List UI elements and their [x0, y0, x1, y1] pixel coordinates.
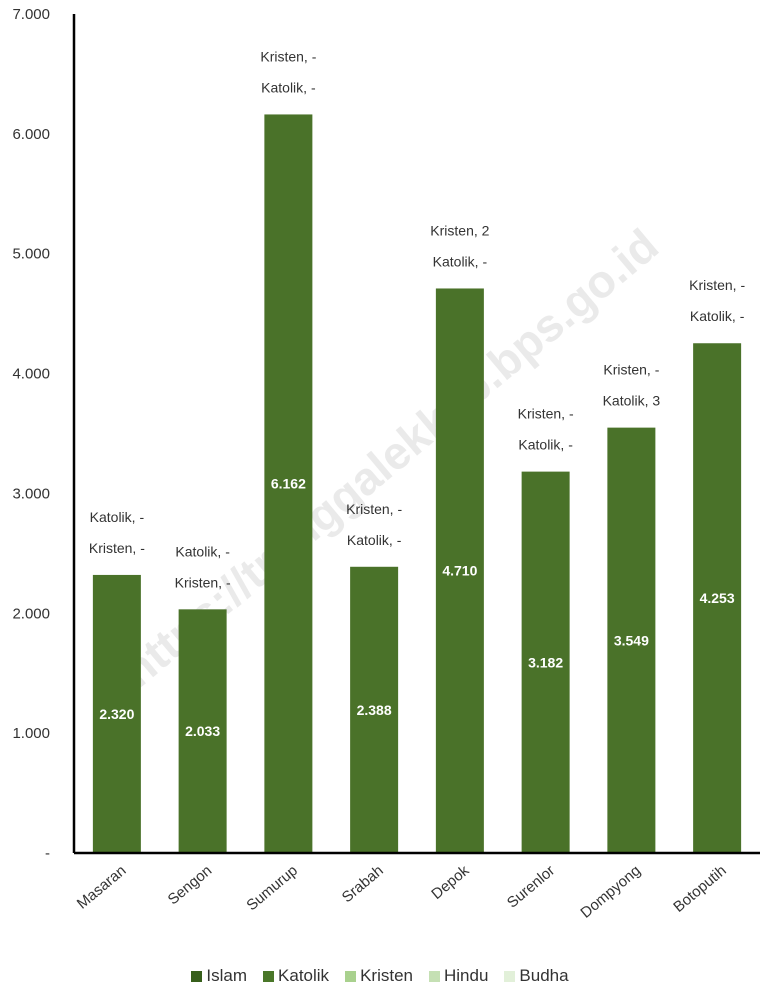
value-label: 4.253 [700, 590, 735, 606]
annotation-label: Katolik, - [90, 509, 145, 525]
x-category-label: Sumurup [243, 862, 301, 914]
y-tick-label: 1.000 [12, 725, 50, 742]
bar-srabah [350, 566, 399, 853]
bar-chart: https://trenggalekkab.bps.go.id -1.0002.… [12, 6, 760, 922]
legend-label: Kristen [360, 966, 413, 985]
bar-depok [435, 288, 484, 853]
y-tick-label: 4.000 [12, 366, 50, 383]
x-category-label: Botoputih [670, 862, 729, 916]
y-tick-label: 7.000 [12, 6, 50, 23]
annotation-label: Kristen, - [260, 48, 316, 64]
value-label: 2.320 [99, 706, 134, 722]
legend-swatch [191, 970, 203, 982]
x-category-label: Surenlor [504, 862, 558, 911]
legend-swatch [504, 970, 516, 982]
y-axis-ticks: - 1.000 2.000 3.000 4.000 5.000 6.000 7.000 [12, 6, 50, 862]
y-tick-label: 2.000 [12, 605, 50, 622]
legend: Islam Katolik Kristen Hindu Budha [0, 964, 760, 988]
annotation-label: Kristen, - [689, 277, 745, 293]
annotation-label: Katolik, - [347, 532, 402, 548]
bars [92, 114, 742, 853]
annotation-label: Kristen, - [518, 406, 574, 422]
annotation-label: Kristen, - [603, 362, 659, 378]
axes [72, 14, 760, 855]
bar-sumurup [264, 114, 313, 853]
value-label: 3.182 [528, 654, 563, 670]
bar-dompyong [607, 427, 656, 853]
annotation-label: Katolik, - [261, 79, 316, 95]
value-label: 6.162 [271, 476, 306, 492]
legend-swatch [345, 970, 357, 982]
legend-label: Budha [519, 966, 569, 985]
legend-item-islam: Islam [191, 966, 247, 986]
y-tick-label: - [45, 845, 50, 862]
annotation-label: Kristen, - [89, 540, 145, 556]
x-category-label: Masaran [74, 862, 130, 913]
bar-sengon [178, 609, 227, 853]
legend-item-budha: Budha [504, 966, 569, 986]
annotation-label: Katolik, 3 [603, 393, 661, 409]
annotation-label: Katolik, - [690, 308, 745, 324]
x-category-label: Dompyong [577, 862, 644, 922]
y-tick-label: 3.000 [12, 485, 50, 502]
value-label: 2.033 [185, 723, 220, 739]
x-category-label: Srabah [339, 862, 387, 906]
annotation-label: Katolik, - [518, 437, 573, 453]
y-tick-label: 6.000 [12, 126, 50, 143]
legend-swatch [428, 970, 440, 982]
value-label: 3.549 [614, 632, 649, 648]
value-label: 4.710 [442, 563, 477, 579]
annotation-label: Katolik, - [433, 253, 488, 269]
annotation-label: Katolik, - [175, 543, 230, 559]
legend-item-katolik: Katolik [263, 966, 329, 986]
x-axis-categories: Masaran Sengon Sumurup Srabah Depok Surenlor D… [74, 862, 730, 922]
legend-item-kristen: Kristen [345, 966, 413, 986]
x-category-label: Depok [428, 862, 473, 903]
legend-label: Islam [206, 966, 248, 985]
annotation-label: Kristen, - [346, 501, 402, 517]
annotation-label: Kristen, - [175, 574, 231, 590]
legend-label: Hindu [443, 966, 489, 985]
legend-swatch [263, 970, 275, 982]
bar-botoputih [693, 343, 742, 853]
x-category-label: Sengon [165, 862, 216, 908]
legend-label: Katolik [278, 966, 330, 985]
data-labels: 2.320 Katolik, - Kristen, - 2.033 Katolik, -… [89, 48, 746, 739]
bar-surenlor [521, 471, 570, 853]
legend-item-hindu: Hindu [428, 966, 489, 986]
value-label: 2.388 [357, 702, 392, 718]
bar-masaran [92, 574, 141, 853]
y-tick-label: 5.000 [12, 246, 50, 263]
annotation-label: Kristen, 2 [430, 222, 489, 238]
